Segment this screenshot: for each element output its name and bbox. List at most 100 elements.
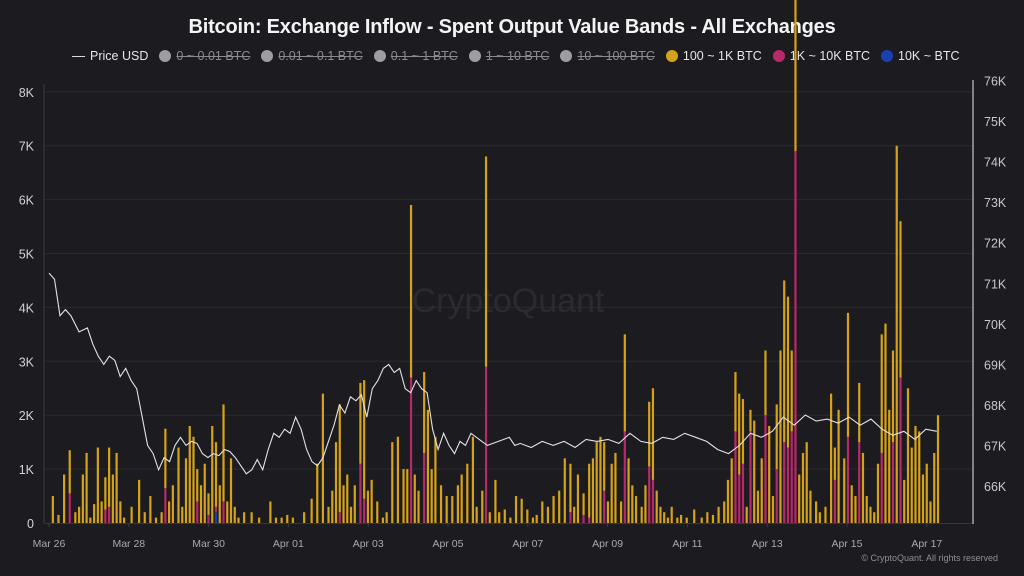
y-right-tick: 68K [984,399,1007,413]
right-y-axis-labels: 66K 67K 68K 69K 70K 71K 72K 73K 74K 75K 76K [984,75,1007,495]
inflow-bar [764,415,767,523]
x-tick-label: Apr 05 [433,538,464,550]
legend-item-10-100-btc[interactable]: 10 ~ 100 BTC [560,49,655,63]
inflow-bar [786,296,790,448]
inflow-bar [218,485,221,523]
inflow-bar [880,334,883,453]
inflow-bar [858,382,861,443]
inflow-bar [610,463,613,523]
inflow-bar [899,221,902,378]
inflow-bar [655,490,658,523]
inflow-bar [346,474,349,523]
inflow-bar [423,452,426,523]
inflow-bar [833,479,836,523]
inflow-bar [891,442,895,523]
inflow-bar [726,479,730,523]
inflow-bar [790,350,793,432]
inflow-bar [569,463,572,513]
inflow-bar [93,504,96,523]
inflow-bar [873,512,876,523]
legend-item-0-0-01-btc[interactable]: 0 ~ 0.01 BTC [159,49,250,63]
inflow-bar [573,506,576,523]
inflow-bar [363,498,366,523]
dot-swatch-icon [772,50,785,62]
inflow-bar [196,501,199,523]
inflow-bar [801,452,805,523]
inflow-bar [606,501,610,523]
inflow-bar [130,506,133,523]
inflow-bar [895,145,898,523]
inflow-bar [503,509,506,523]
inflow-bar [85,452,88,523]
y-left-tick: 7K [19,140,35,154]
inflow-bar [199,485,203,523]
inflow-bar [824,506,827,523]
inflow-bar [576,474,580,523]
legend-item-10k-btc[interactable]: 10K ~ BTC [881,49,960,63]
inflow-bar [274,517,278,523]
x-tick-label: Mar 26 [33,538,66,550]
inflow-bar [734,372,737,432]
inflow-bar [706,512,709,523]
y-right-tick: 75K [984,115,1007,129]
legend-item-price-usd[interactable]: Price USD [72,49,148,63]
inflow-bar [376,501,379,523]
inflow-bar [794,0,797,152]
inflow-bar [771,496,775,523]
inflow-bar [833,447,836,480]
inflow-bar [222,404,225,502]
inflow-bar [700,517,703,523]
x-tick-label: Apr 07 [512,538,543,550]
inflow-bar [104,477,107,510]
inflow-bar [68,493,71,523]
y-right-tick: 76K [984,75,1007,89]
legend-item-1-10-btc[interactable]: 1 ~ 10 BTC [468,49,549,63]
inflow-bar [869,506,872,523]
inflow-bar [723,501,726,523]
y-right-tick: 73K [984,196,1007,210]
inflow-bar [192,436,195,523]
inflow-bar [138,479,141,523]
inflow-bar [861,452,865,523]
inflow-bar [214,442,218,507]
inflow-bar [359,382,362,464]
legend-item-1k-10k-btc[interactable]: 1K ~ 10K BTC [772,49,870,63]
inflow-bar [286,514,289,523]
inflow-bar [783,280,786,443]
inflow-bar [391,442,394,523]
inflow-bar [693,509,696,523]
inflow-bar [830,393,833,523]
inflow-bar [854,496,857,523]
left-y-axis-labels: 0 1K 2K 3K 4K 5K 6K 7K 8K [19,86,35,531]
inflow-bar [177,447,180,523]
x-tick-label: Apr 03 [353,538,384,550]
inflow-bar [494,479,497,523]
inflow-bar [207,514,210,523]
inflow-bar [623,431,626,523]
dot-swatch-icon [560,50,573,62]
inflow-bar [51,496,54,523]
inflow-bar [338,512,341,523]
inflow-bar [910,447,913,523]
inflow-bar [603,442,606,491]
legend-item-100-1k-btc[interactable]: 100 ~ 1K BTC [665,49,762,63]
dot-swatch-icon [373,50,386,62]
legend-item-0-1-1-btc[interactable]: 0.1 ~ 1 BTC [373,49,458,63]
inflow-bar [888,409,891,523]
bars-layer [51,0,940,523]
inflow-bar [466,463,469,523]
inflow-bar [749,431,752,523]
inflow-bar [768,425,771,523]
inflow-bar [353,485,356,523]
inflow-bar [233,506,236,523]
inflow-bar [363,380,366,499]
inflow-bar [569,512,572,523]
inflow-bar [385,512,388,523]
inflow-bar [531,517,535,523]
inflow-bar [426,409,430,523]
inflow-bar [280,517,283,523]
inflow-bar [648,466,651,523]
inflow-bar [460,474,463,523]
inflow-bar [623,334,626,432]
legend-item-0-01-0-1-btc[interactable]: 0.01 ~ 0.1 BTC [261,49,363,63]
